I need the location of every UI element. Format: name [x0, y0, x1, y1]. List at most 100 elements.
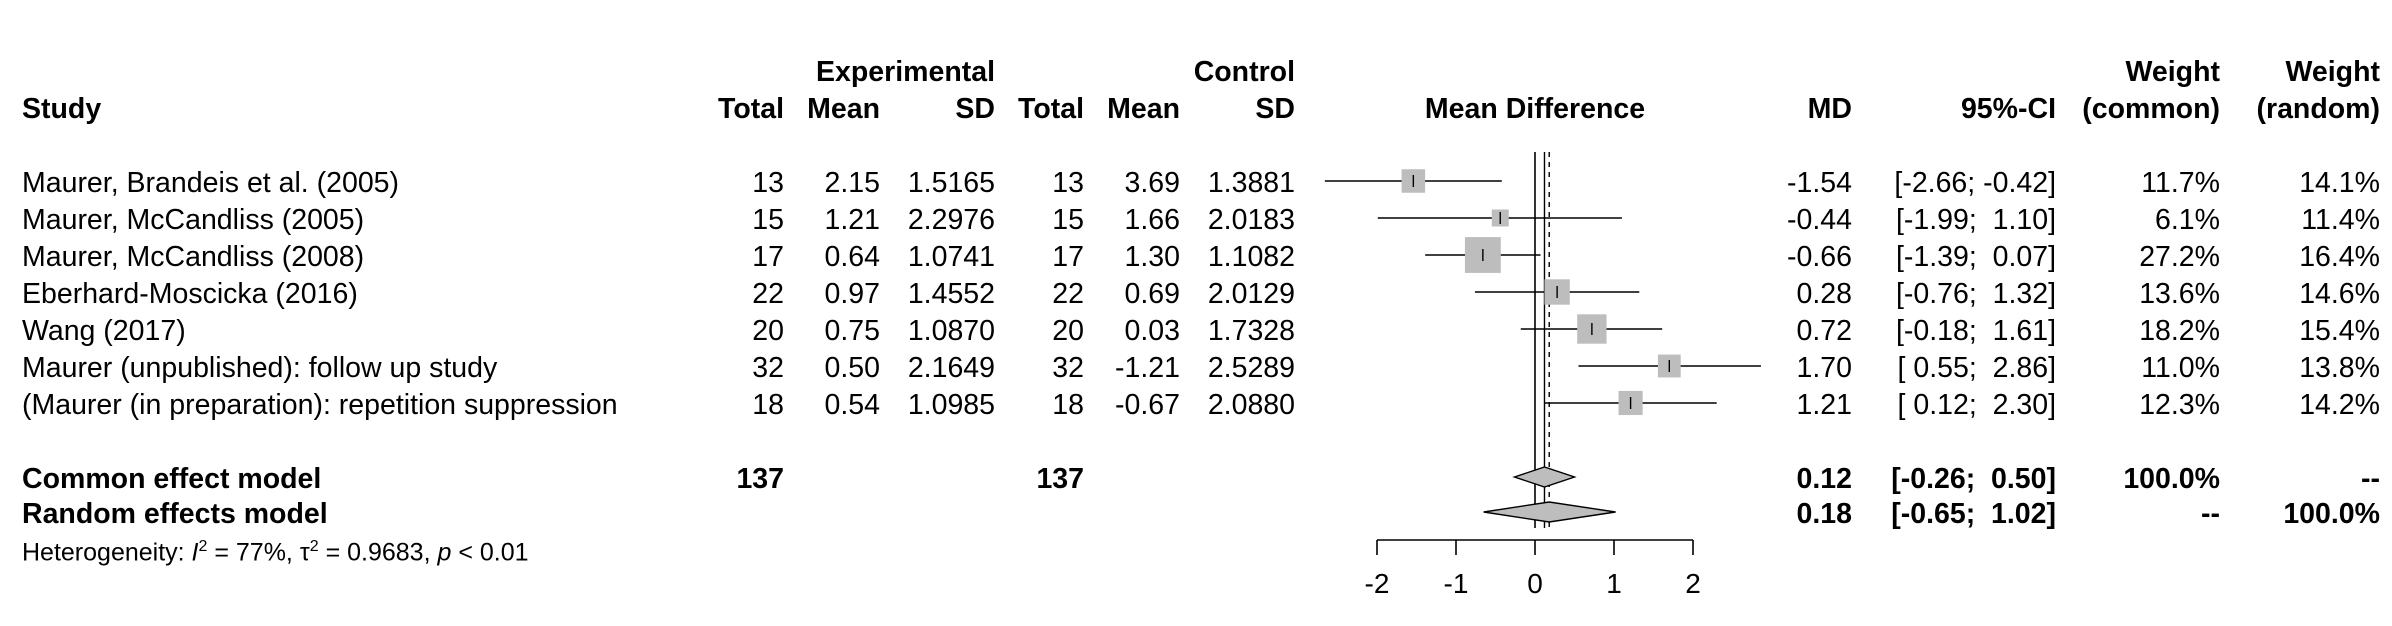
ctrl-sd: 2.0129 [1207, 278, 1295, 310]
weight-common: 11.0% [2141, 352, 2220, 384]
summary-name: Random effects model [22, 498, 328, 530]
exp-mean: 0.75 [824, 315, 880, 347]
header-weight-random: Weight [2285, 56, 2380, 88]
ctrl-sd: 1.7328 [1207, 315, 1295, 347]
ctrl-total: 32 [1052, 352, 1084, 384]
ctrl-sd: 2.0880 [1207, 389, 1295, 421]
exp-sd: 1.4552 [907, 278, 995, 310]
header-common: (common) [2082, 93, 2220, 125]
common-effect-diamond [1512, 466, 1577, 488]
summary-md: 0.12 [1796, 463, 1852, 495]
exp-mean: 0.64 [824, 241, 880, 273]
header-weight-common: Weight [2125, 56, 2220, 88]
ctrl-mean: 1.66 [1124, 204, 1180, 236]
ci-value: [-1.39; 0.07] [1895, 241, 2056, 273]
header-exp-total: Total [718, 93, 784, 125]
md-value: 1.21 [1796, 389, 1852, 421]
heterogeneity-text: Heterogeneity: I2 = 77%, τ2 = 0.9683, p … [22, 538, 529, 567]
weight-random: 13.8% [2299, 352, 2380, 384]
header-ctrl-sd: SD [1255, 93, 1295, 125]
exp-sd: 1.5165 [907, 167, 995, 199]
weight-common: 12.3% [2139, 389, 2220, 421]
ci-value: [ 0.12; 2.30] [1897, 389, 2056, 421]
exp-total: 15 [752, 204, 784, 236]
weight-common: 11.7% [2141, 167, 2220, 199]
ctrl-sd: 2.0183 [1207, 204, 1295, 236]
weight-random: 14.1% [2299, 167, 2380, 199]
weight-random: 15.4% [2299, 315, 2380, 347]
exp-mean: 0.54 [824, 389, 880, 421]
x-tick-label: -1 [1444, 568, 1469, 599]
ctrl-mean: 0.69 [1124, 278, 1180, 310]
summary-exp-total: 137 [736, 463, 784, 495]
header-ci: 95%-CI [1960, 93, 2056, 125]
summary-weight-common: -- [2201, 498, 2220, 530]
ci-value: [-1.99; 1.10] [1895, 204, 2056, 236]
summary-ci: [-0.26; 0.50] [1891, 463, 2056, 495]
exp-mean: 0.97 [824, 278, 880, 310]
exp-sd: 1.0985 [907, 389, 995, 421]
x-tick-label: 1 [1606, 568, 1622, 599]
md-value: -1.54 [1787, 167, 1852, 199]
exp-sd: 2.1649 [907, 352, 995, 384]
weight-common: 13.6% [2139, 278, 2220, 310]
ctrl-mean: 3.69 [1124, 167, 1180, 199]
random-effect-diamond [1483, 501, 1616, 523]
header-ctrl-total: Total [1018, 93, 1084, 125]
exp-mean: 0.50 [824, 352, 880, 384]
weight-common: 6.1% [2155, 204, 2220, 236]
weight-random: 11.4% [2301, 204, 2380, 236]
exp-mean: 2.15 [824, 167, 880, 199]
header-random: (random) [2256, 93, 2381, 125]
ctrl-mean: -0.67 [1115, 389, 1180, 421]
header-group-control: Control [1193, 56, 1295, 88]
summary-name: Common effect model [22, 463, 322, 495]
exp-sd: 2.2976 [907, 204, 995, 236]
study-name: Wang (2017) [22, 315, 186, 347]
study-name: (Maurer (in preparation): repetition sup… [22, 389, 618, 421]
ctrl-mean: 1.30 [1124, 241, 1180, 273]
study-name: Maurer, McCandliss (2005) [22, 204, 365, 236]
header-mean-difference: Mean Difference [1424, 93, 1646, 125]
md-value: -0.66 [1787, 241, 1852, 273]
exp-total: 20 [752, 315, 784, 347]
md-value: -0.44 [1787, 204, 1852, 236]
md-value: 1.70 [1796, 352, 1852, 384]
ci-value: [ 0.55; 2.86] [1897, 352, 2056, 384]
exp-total: 17 [752, 241, 784, 273]
exp-mean: 1.21 [824, 204, 880, 236]
ctrl-total: 22 [1052, 278, 1084, 310]
header-exp-mean: Mean [807, 93, 880, 125]
summary-weight-common: 100.0% [2123, 463, 2220, 495]
header-ctrl-mean: Mean [1107, 93, 1180, 125]
exp-total: 22 [752, 278, 784, 310]
ctrl-mean: -1.21 [1115, 352, 1180, 384]
ctrl-total: 13 [1052, 167, 1084, 199]
exp-total: 13 [752, 167, 784, 199]
ctrl-mean: 0.03 [1124, 315, 1180, 347]
ctrl-total: 17 [1052, 241, 1084, 273]
ci-value: [-2.66; -0.42] [1894, 167, 2056, 199]
study-name: Maurer, Brandeis et al. (2005) [22, 167, 400, 199]
study-name: Maurer (unpublished): follow up study [22, 352, 498, 384]
summary-ci: [-0.65; 1.02] [1891, 498, 2056, 530]
md-value: 0.28 [1796, 278, 1852, 310]
summary-weight-random: -- [2361, 463, 2380, 495]
weight-random: 14.2% [2299, 389, 2380, 421]
header-md: MD [1807, 93, 1852, 125]
study-name: Eberhard-Moscicka (2016) [22, 278, 358, 310]
ctrl-sd: 2.5289 [1207, 352, 1295, 384]
weight-common: 18.2% [2139, 315, 2220, 347]
ci-value: [-0.18; 1.61] [1895, 315, 2056, 347]
x-tick-label: 2 [1685, 568, 1701, 599]
x-tick-label: 0 [1527, 568, 1543, 599]
summary-weight-random: 100.0% [2283, 498, 2380, 530]
study-name: Maurer, McCandliss (2008) [22, 241, 365, 273]
header-group-experimental: Experimental [816, 56, 995, 88]
exp-total: 18 [752, 389, 784, 421]
md-value: 0.72 [1796, 315, 1852, 347]
exp-sd: 1.0741 [907, 241, 995, 273]
header-exp-sd: SD [955, 93, 995, 125]
ctrl-total: 20 [1052, 315, 1084, 347]
